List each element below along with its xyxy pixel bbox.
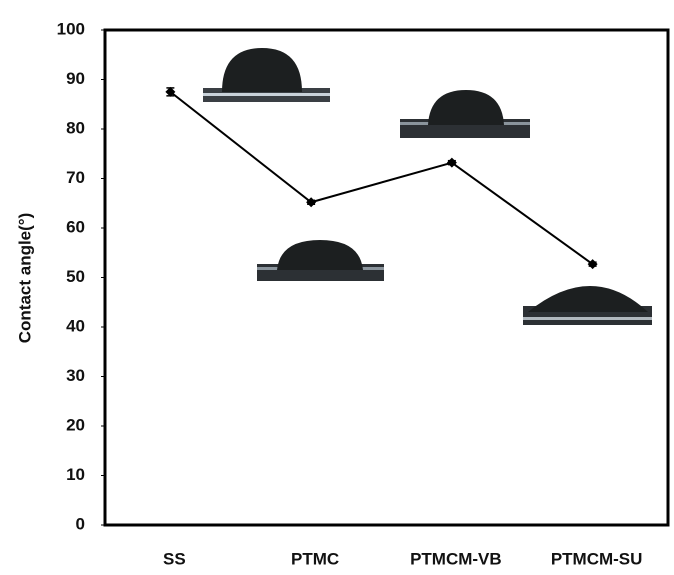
- droplet-images: [203, 48, 652, 325]
- droplet-ptmc: [257, 240, 384, 281]
- data-line: [170, 92, 592, 264]
- y-tick-label: 40: [66, 316, 85, 335]
- x-tick-label: PTMCM-VB: [410, 549, 502, 568]
- y-tick-label: 30: [66, 366, 85, 385]
- chart: Contact angle(°) 0 10 20 30 40 50 60 70 80 90 100 S…: [0, 0, 674, 575]
- y-tick-label: 100: [57, 19, 85, 38]
- droplet-ptmcm-su: [523, 286, 652, 325]
- y-tick-label: 50: [66, 267, 85, 286]
- x-tick-label: PTMCM-SU: [551, 549, 643, 568]
- y-tick-label: 70: [66, 168, 85, 187]
- y-tick-label: 90: [66, 69, 85, 88]
- droplet-ptmcm-vb: [400, 90, 530, 138]
- plot-frame: [105, 30, 668, 525]
- y-tick-label: 20: [66, 415, 85, 434]
- y-axis-label: Contact angle(°): [15, 213, 34, 344]
- y-tick-label: 60: [66, 217, 85, 236]
- y-tick-label: 0: [76, 514, 85, 533]
- x-tick-label: SS: [163, 549, 186, 568]
- y-tick-label: 10: [66, 465, 85, 484]
- droplet-ss: [203, 48, 330, 102]
- x-tick-label: PTMC: [291, 549, 339, 568]
- y-tick-label: 80: [66, 118, 85, 137]
